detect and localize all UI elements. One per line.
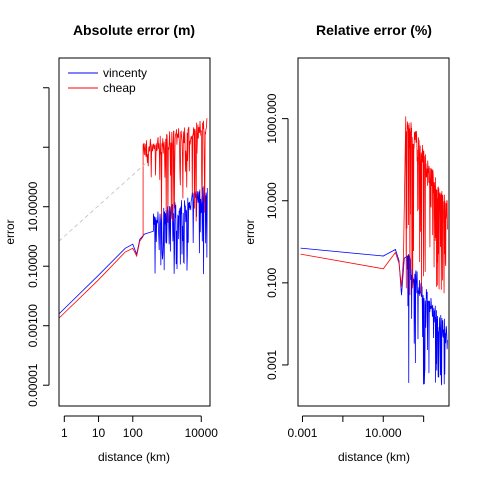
panel-title: Absolute error (m) — [73, 22, 195, 38]
y-tick-label: 0.00100 — [26, 304, 40, 348]
y-tick-label: 1000.000 — [265, 93, 279, 143]
y-axis-label: error — [243, 219, 257, 244]
x-tick-label: 10.000 — [365, 426, 402, 440]
plot-frame — [297, 57, 450, 407]
panel-title: Relative error (%) — [316, 22, 432, 38]
x-tick-label: 1 — [61, 426, 68, 440]
x-tick-label: 0.001 — [287, 426, 317, 440]
series-line-cheap — [300, 116, 448, 296]
legend: vincenty cheap — [68, 66, 147, 95]
y-tick-label: 0.100 — [265, 268, 279, 298]
absolute-error-panel: Absolute error (m) 1 10 100 10000 0.000010.… — [3, 22, 218, 464]
x-axis: 1 10 100 10000 — [61, 415, 219, 440]
relative-error-panel: Relative error (%) 0.001 10.000 0.001 0.10… — [243, 22, 450, 464]
legend-label-vincenty: vincenty — [103, 66, 147, 80]
x-tick-label: 100 — [123, 426, 143, 440]
x-tick-label: 10 — [92, 426, 106, 440]
y-tick-label: 0.001 — [265, 350, 279, 380]
y-axis: 0.00001 0.00100 0.10000 10.00000 — [26, 87, 50, 407]
y-tick-label: 0.10000 — [26, 244, 40, 288]
x-axis-label: distance (km) — [338, 450, 410, 464]
series-line-reference — [59, 162, 147, 242]
y-axis-label: error — [3, 219, 17, 244]
legend-label-cheap: cheap — [103, 81, 136, 95]
plot-frame — [58, 57, 211, 407]
series-line-cheap — [59, 118, 208, 319]
y-tick-label: 0.00001 — [26, 363, 40, 407]
y-tick-label: 10.000 — [265, 182, 279, 219]
plot-area — [300, 116, 448, 386]
series-line-vincenty — [59, 185, 208, 315]
y-tick-label: 10.00000 — [26, 181, 40, 231]
y-axis: 0.001 0.100 10.000 1000.000 — [265, 93, 289, 380]
x-axis-label: distance (km) — [98, 450, 170, 464]
x-axis: 0.001 10.000 — [287, 415, 425, 440]
x-tick-label: 10000 — [185, 426, 219, 440]
plot-area — [59, 118, 208, 319]
